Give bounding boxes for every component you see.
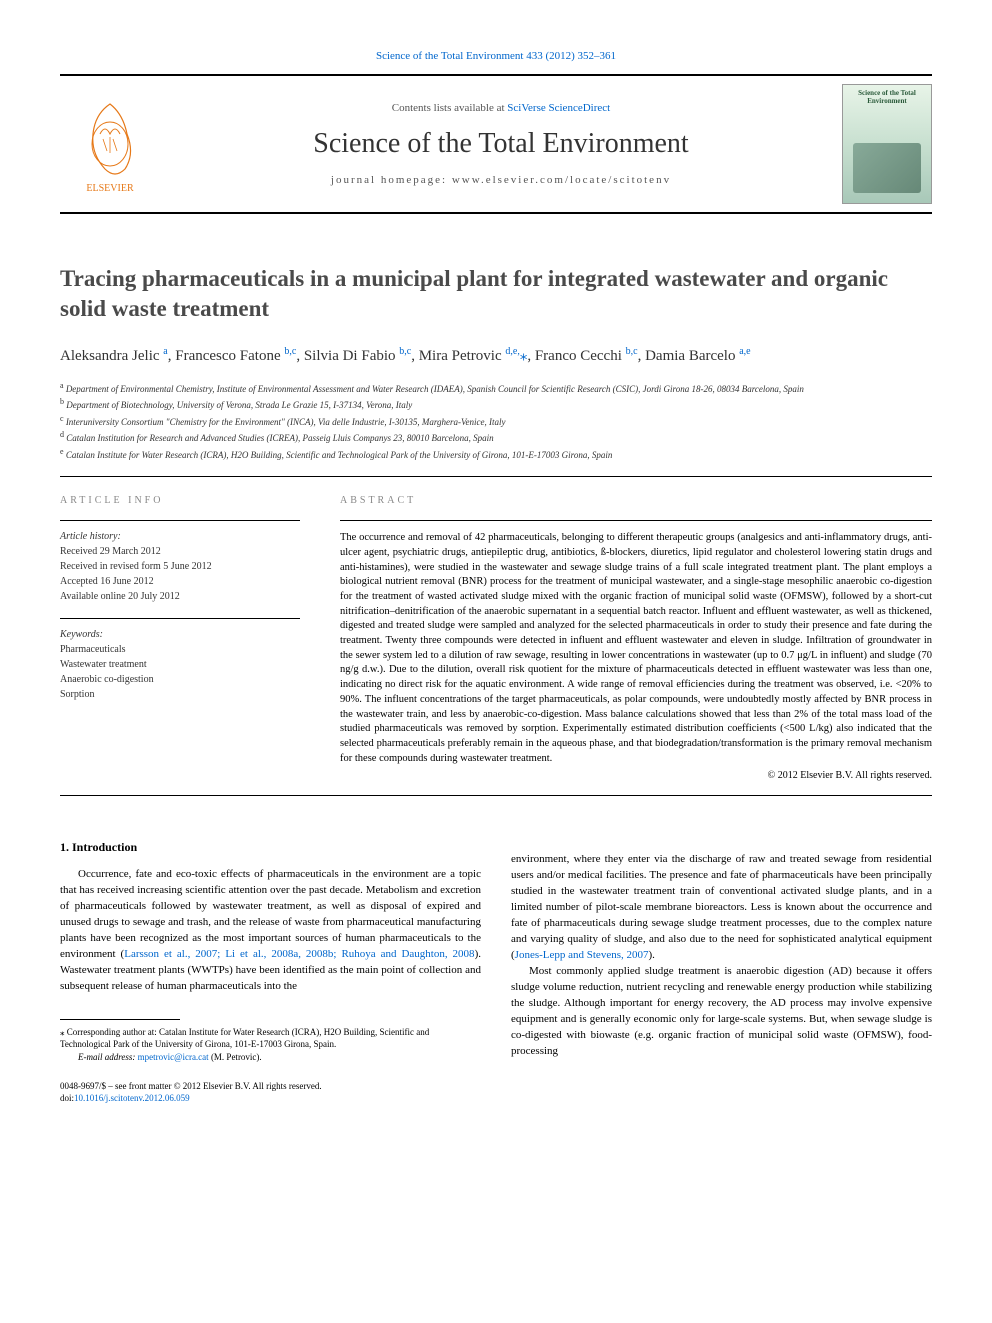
- affiliation-line: e Catalan Institute for Water Research (…: [60, 446, 932, 463]
- section-heading-intro: 1. Introduction: [60, 840, 481, 855]
- affiliations: a Department of Environmental Chemistry,…: [60, 380, 932, 463]
- authors-list: Aleksandra Jelic a, Francesco Fatone b,c…: [60, 344, 932, 368]
- footer-info: 0048-9697/$ – see front matter © 2012 El…: [60, 1080, 481, 1105]
- footnote-divider: [60, 1019, 180, 1020]
- email-link[interactable]: mpetrovic@icra.cat: [138, 1052, 209, 1062]
- copyright-line: © 2012 Elsevier B.V. All rights reserved…: [340, 770, 932, 781]
- intro-col2: environment, where they enter via the di…: [511, 852, 932, 1059]
- affiliation-line: b Department of Biotechnology, Universit…: [60, 396, 932, 413]
- affiliation-line: c Interuniversity Consortium "Chemistry …: [60, 413, 932, 430]
- corresponding-author-footnote: ⁎ Corresponding author at: Catalan Insti…: [60, 1026, 481, 1064]
- intro-col1: Occurrence, fate and eco-toxic effects o…: [60, 867, 481, 995]
- article-title: Tracing pharmaceuticals in a municipal p…: [60, 264, 932, 324]
- doi-link[interactable]: 10.1016/j.scitotenv.2012.06.059: [74, 1093, 190, 1103]
- abstract-heading: ABSTRACT: [340, 495, 932, 506]
- article-info-panel: ARTICLE INFO Article history: Received 2…: [60, 495, 300, 781]
- sciencedirect-link[interactable]: SciVerse ScienceDirect: [507, 102, 610, 114]
- abstract-text: The occurrence and removal of 42 pharmac…: [340, 531, 932, 766]
- citation-header: Science of the Total Environment 433 (20…: [60, 50, 932, 62]
- homepage-url: www.elsevier.com/locate/scitotenv: [452, 174, 671, 186]
- journal-header: ELSEVIER Contents lists available at Sci…: [60, 74, 932, 214]
- citation-link[interactable]: Science of the Total Environment 433 (20…: [376, 50, 616, 62]
- history-text: Received 29 March 2012Received in revise…: [60, 544, 300, 604]
- homepage-line: journal homepage: www.elsevier.com/locat…: [180, 174, 822, 186]
- elsevier-logo: ELSEVIER: [60, 84, 160, 204]
- affiliation-line: d Catalan Institution for Research and A…: [60, 429, 932, 446]
- abstract-panel: ABSTRACT The occurrence and removal of 4…: [340, 495, 932, 781]
- journal-cover-thumbnail: Science of the Total Environment: [842, 84, 932, 204]
- history-label: Article history:: [60, 531, 300, 542]
- svg-text:ELSEVIER: ELSEVIER: [86, 183, 134, 194]
- keywords-list: PharmaceuticalsWastewater treatmentAnaer…: [60, 642, 300, 702]
- affiliation-line: a Department of Environmental Chemistry,…: [60, 380, 932, 397]
- article-info-heading: ARTICLE INFO: [60, 495, 300, 506]
- divider: [60, 795, 932, 796]
- keywords-label: Keywords:: [60, 629, 300, 640]
- journal-title: Science of the Total Environment: [180, 128, 822, 160]
- divider: [60, 476, 932, 477]
- contents-line: Contents lists available at SciVerse Sci…: [180, 102, 822, 114]
